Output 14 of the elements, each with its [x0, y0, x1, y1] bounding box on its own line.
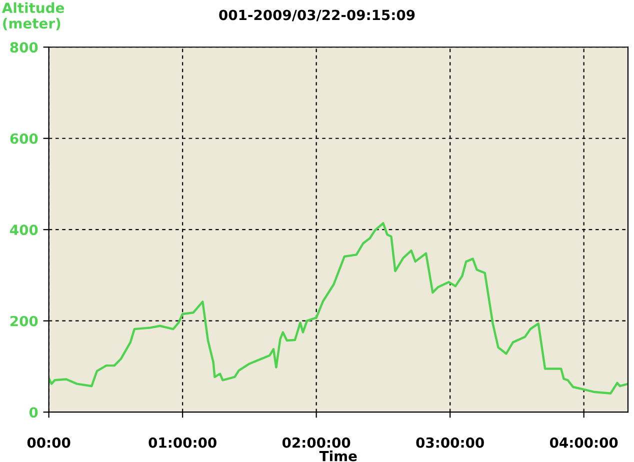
x-axis-title: Time [319, 450, 357, 462]
y-tick-label: 200 [10, 316, 38, 326]
x-tick-label: 01:00:00 [148, 437, 216, 448]
y-tick-label: 800 [10, 42, 38, 53]
y-axis-title: Altitude (meter) [2, 2, 64, 30]
y-tick-label: 600 [10, 133, 38, 144]
x-tick-label: 03:00:00 [416, 437, 484, 448]
x-tick-label: 02:00:00 [282, 437, 350, 448]
x-tick-label: 00:00 [27, 437, 70, 448]
chart-title: 001-2009/03/22-09:15:09 [219, 10, 415, 22]
y-tick-label: 400 [10, 224, 38, 236]
y-tick-label: 0 [29, 407, 38, 418]
x-tick-label: 04:00:00 [550, 437, 618, 448]
line-series [48, 222, 628, 395]
